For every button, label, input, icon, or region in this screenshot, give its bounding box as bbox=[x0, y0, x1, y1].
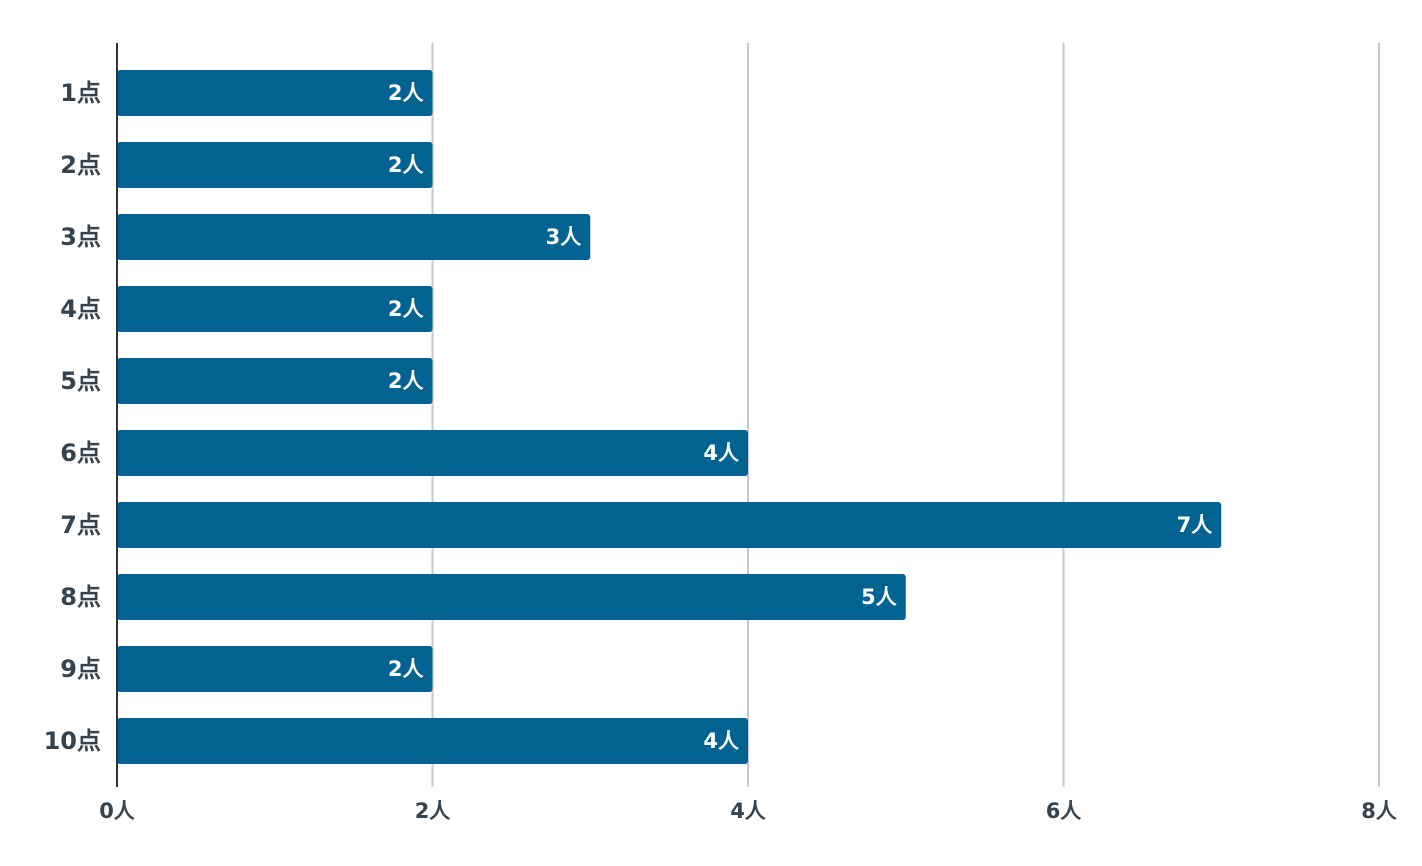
data-label: 2人 bbox=[388, 297, 424, 321]
bar bbox=[117, 718, 748, 764]
x-tick-label: 2人 bbox=[415, 799, 451, 823]
bar bbox=[117, 286, 433, 332]
category-label: 4点 bbox=[60, 295, 101, 323]
category-label: 1点 bbox=[60, 79, 101, 107]
data-label: 4人 bbox=[703, 729, 739, 753]
bars: 2人 2人 3人 2人 2人 4人 7人 5人 2人 4人 bbox=[117, 70, 1222, 764]
x-tick-label: 6人 bbox=[1046, 799, 1082, 823]
bar bbox=[117, 70, 433, 116]
bar bbox=[117, 574, 906, 620]
x-tick-label: 8人 bbox=[1361, 799, 1397, 823]
data-label: 5人 bbox=[861, 585, 897, 609]
bar bbox=[117, 358, 433, 404]
bar bbox=[117, 142, 433, 188]
data-label: 2人 bbox=[388, 657, 424, 681]
category-label: 9点 bbox=[60, 655, 101, 683]
data-label: 4人 bbox=[703, 441, 739, 465]
bar bbox=[117, 502, 1222, 548]
category-label: 7点 bbox=[60, 511, 101, 539]
data-label: 2人 bbox=[388, 81, 424, 105]
value-axis: 0人 2人 4人 6人 8人 bbox=[99, 43, 1397, 823]
bar bbox=[117, 430, 748, 476]
category-axis: 1点 2点 3点 4点 5点 6点 7点 8点 9点 10点 bbox=[44, 79, 101, 755]
category-label: 10点 bbox=[44, 727, 101, 755]
data-label: 2人 bbox=[388, 369, 424, 393]
category-label: 6点 bbox=[60, 439, 101, 467]
bar bbox=[117, 646, 433, 692]
category-label: 8点 bbox=[60, 583, 101, 611]
category-label: 3点 bbox=[60, 223, 101, 251]
data-label: 3人 bbox=[546, 225, 582, 249]
bar bbox=[117, 214, 591, 260]
data-label: 7人 bbox=[1177, 513, 1213, 537]
x-tick-label: 4人 bbox=[730, 799, 766, 823]
x-tick-label: 0人 bbox=[99, 799, 135, 823]
category-label: 2点 bbox=[60, 151, 101, 179]
category-label: 5点 bbox=[60, 367, 101, 395]
grid-lines bbox=[431, 43, 1380, 787]
data-label: 2人 bbox=[388, 153, 424, 177]
